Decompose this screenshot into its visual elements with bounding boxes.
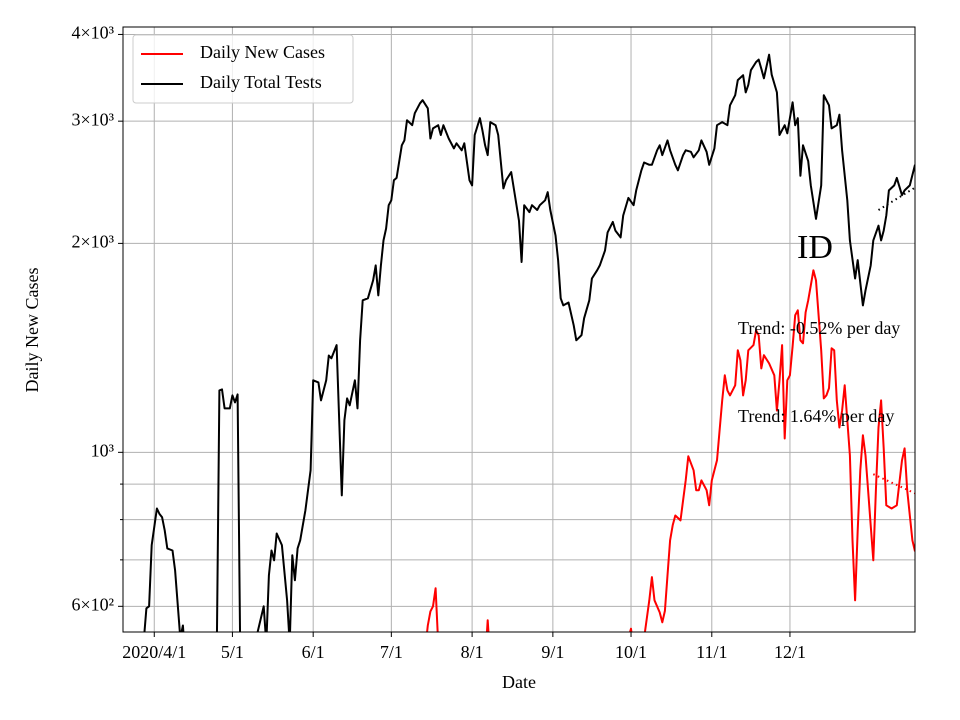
x-axis-label: Date (502, 672, 536, 692)
grid (123, 27, 915, 632)
annotation: ID (797, 229, 833, 266)
legend-box (132, 34, 354, 104)
x-tick-label: 12/1 (774, 642, 806, 662)
plot-area (143, 53, 915, 632)
legend-label: Daily Total Tests (200, 72, 322, 92)
annotations: ID Trend: -0.52% per day Trend: 1.64% per … (738, 229, 900, 426)
x-tick-label: 5/1 (221, 642, 244, 662)
y-tick-label: 4×10³ (71, 23, 114, 43)
x-tick-label: 10/1 (615, 642, 647, 662)
y-tick-label: 2×10³ (71, 232, 114, 252)
series-line (143, 53, 915, 632)
x-tick-label: 9/1 (541, 642, 564, 662)
y-axis-label: Daily New Cases (22, 268, 42, 393)
x-tick-label: 6/1 (302, 642, 325, 662)
legend-label: Daily New Cases (200, 42, 325, 62)
x-tick-label: 2020/4/1 (122, 642, 186, 662)
y-tick-label: 3×10³ (71, 109, 114, 129)
x-tick-label: 11/1 (696, 642, 727, 662)
trend-line (877, 186, 915, 211)
axis-ticks: 2020/4/1 5/1 6/1 7/1 8/1 9/1 10/1 11/1 12/1 6×10²… (71, 23, 806, 663)
y-tick-label: 10³ (91, 440, 115, 460)
y-tick-label: 6×10² (71, 594, 114, 614)
x-tick-label: 8/1 (461, 642, 484, 662)
annotation: Trend: 1.64% per day (738, 406, 894, 426)
x-tick-label: 7/1 (380, 642, 403, 662)
axes-frame (122, 26, 916, 633)
legend: Daily New Cases Daily Total Tests (132, 34, 354, 104)
annotation: Trend: -0.52% per day (738, 318, 900, 338)
series-line (426, 269, 915, 632)
